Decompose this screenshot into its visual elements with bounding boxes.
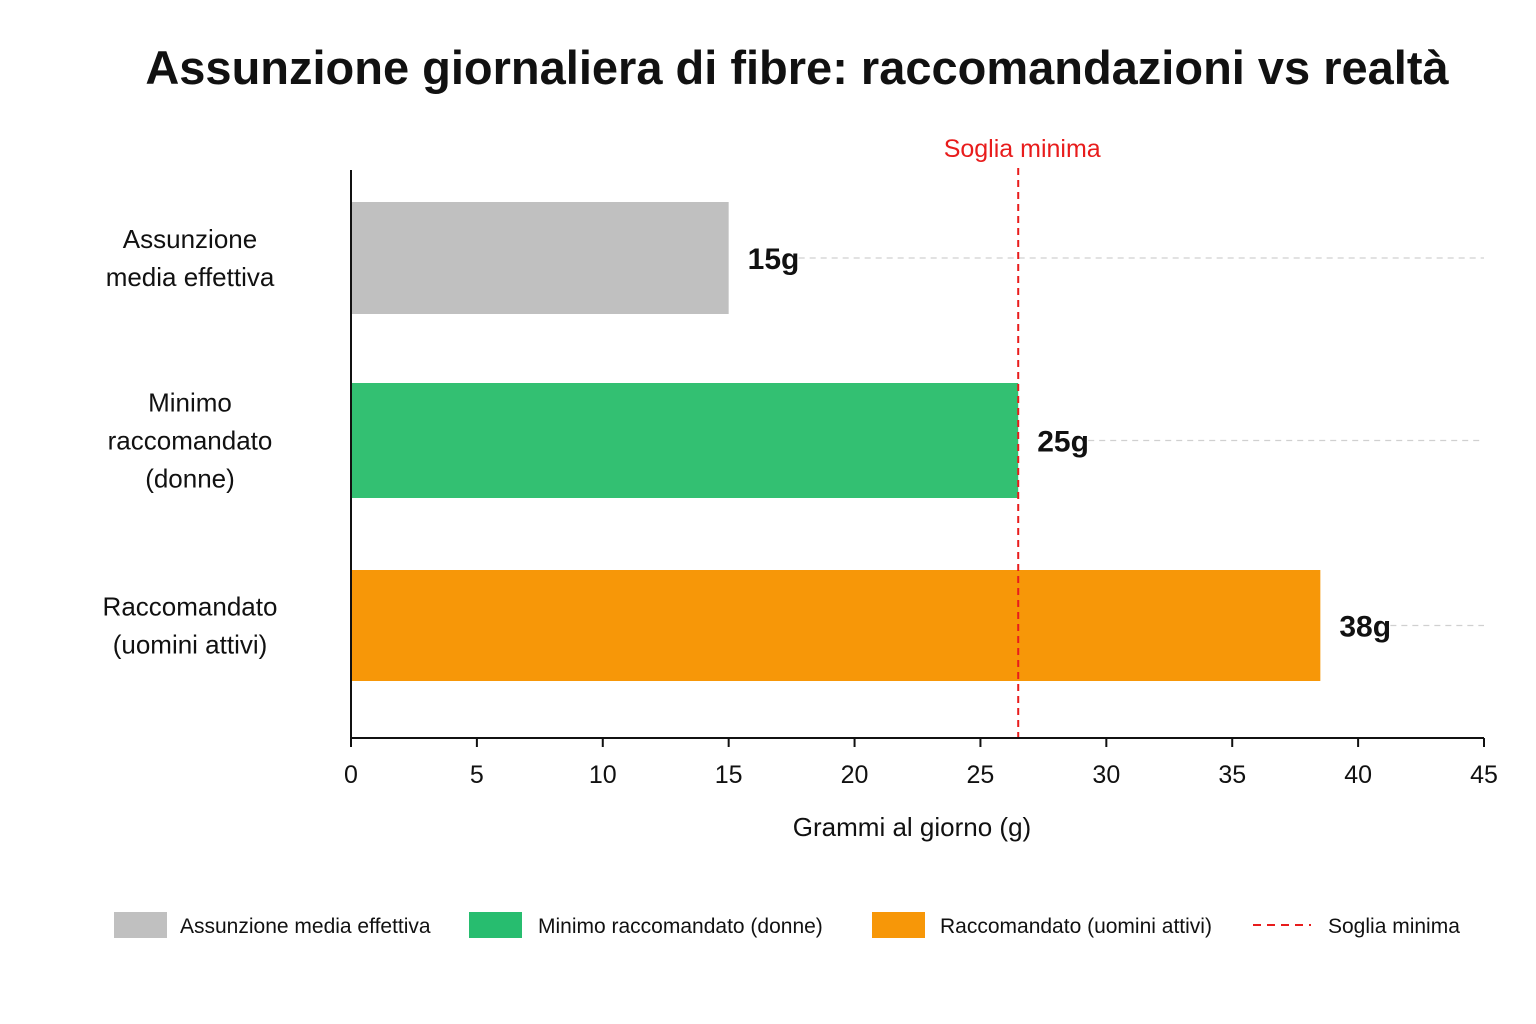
- x-tick-label: 35: [1218, 761, 1246, 789]
- category-label: (uomini attivi): [113, 630, 268, 660]
- category-label: (donne): [145, 464, 235, 494]
- category-label: raccomandato: [108, 426, 273, 456]
- category-label: Assunzione: [123, 224, 257, 254]
- legend-label: Raccomandato (uomini attivi): [940, 915, 1212, 938]
- x-tick-label: 0: [344, 761, 358, 789]
- category-label: media effettiva: [106, 262, 275, 292]
- bar: [351, 202, 729, 314]
- bar: [351, 570, 1321, 681]
- x-tick-label: 10: [589, 761, 617, 789]
- threshold-label: Soglia minima: [944, 135, 1101, 163]
- category-label: Minimo: [148, 388, 232, 418]
- x-tick-label: 15: [715, 761, 743, 789]
- legend-label: Soglia minima: [1328, 915, 1460, 938]
- bar: [351, 383, 1019, 498]
- category-label: Raccomandato: [103, 592, 278, 622]
- x-axis-label: Grammi al giorno (g): [793, 812, 1031, 842]
- chart-title: Assunzione giornaliera di fibre: raccoma…: [145, 41, 1449, 94]
- bar-value-label: 25g: [1037, 426, 1089, 459]
- x-tick-label: 25: [967, 761, 995, 789]
- x-tick-label: 30: [1092, 761, 1120, 789]
- x-tick-label: 40: [1344, 761, 1372, 789]
- x-tick-label: 45: [1470, 761, 1498, 789]
- x-tick-label: 5: [470, 761, 484, 789]
- bar-value-label: 38g: [1339, 611, 1391, 644]
- legend-swatch: [114, 912, 167, 938]
- bar-value-label: 15g: [748, 243, 800, 276]
- legend-label: Minimo raccomandato (donne): [538, 915, 823, 938]
- legend-swatch: [872, 912, 925, 938]
- legend-label: Assunzione media effettiva: [180, 915, 431, 938]
- legend-swatch: [469, 912, 522, 938]
- x-tick-label: 20: [841, 761, 869, 789]
